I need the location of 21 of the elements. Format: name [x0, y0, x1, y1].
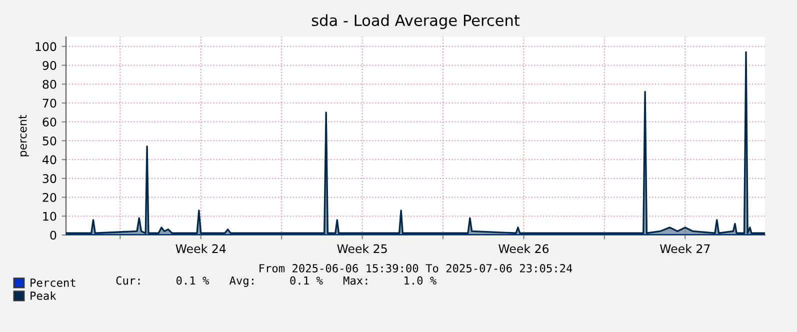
y-tick-label: 50 [42, 136, 56, 146]
y-tick-label: 30 [42, 174, 56, 184]
x-tick-label: Week 27 [660, 244, 710, 254]
x-tick-label: Week 25 [337, 244, 387, 254]
chart-title: sda - Load Average Percent [312, 14, 520, 30]
x-tick-label: Week 26 [498, 244, 549, 254]
y-tick-label: 60 [42, 118, 56, 127]
legend-label: Percent [30, 278, 76, 287]
y-tick-label: 70 [42, 98, 56, 108]
y-tick-label: 0 [50, 230, 56, 240]
y-tick-label: 80 [42, 80, 56, 89]
y-tick-label: 100 [36, 42, 56, 52]
text: Cur: 0.1 % Avg: 0.1 % Max: 1.0 % [116, 276, 436, 287]
y-tick-label: 10 [43, 212, 56, 221]
y-tick-label: 90 [42, 61, 56, 70]
x-axis-title: From 2025-06-06 15:39:00 To 2025-07-06 23:05:24 [260, 264, 572, 272]
y-axis-title: percent [18, 114, 29, 156]
legend-label: Peak [30, 291, 56, 300]
y-tick-label: 20 [42, 193, 56, 202]
x-tick-label: Week 24 [176, 244, 226, 254]
y-tick-label: 40 [42, 155, 56, 164]
